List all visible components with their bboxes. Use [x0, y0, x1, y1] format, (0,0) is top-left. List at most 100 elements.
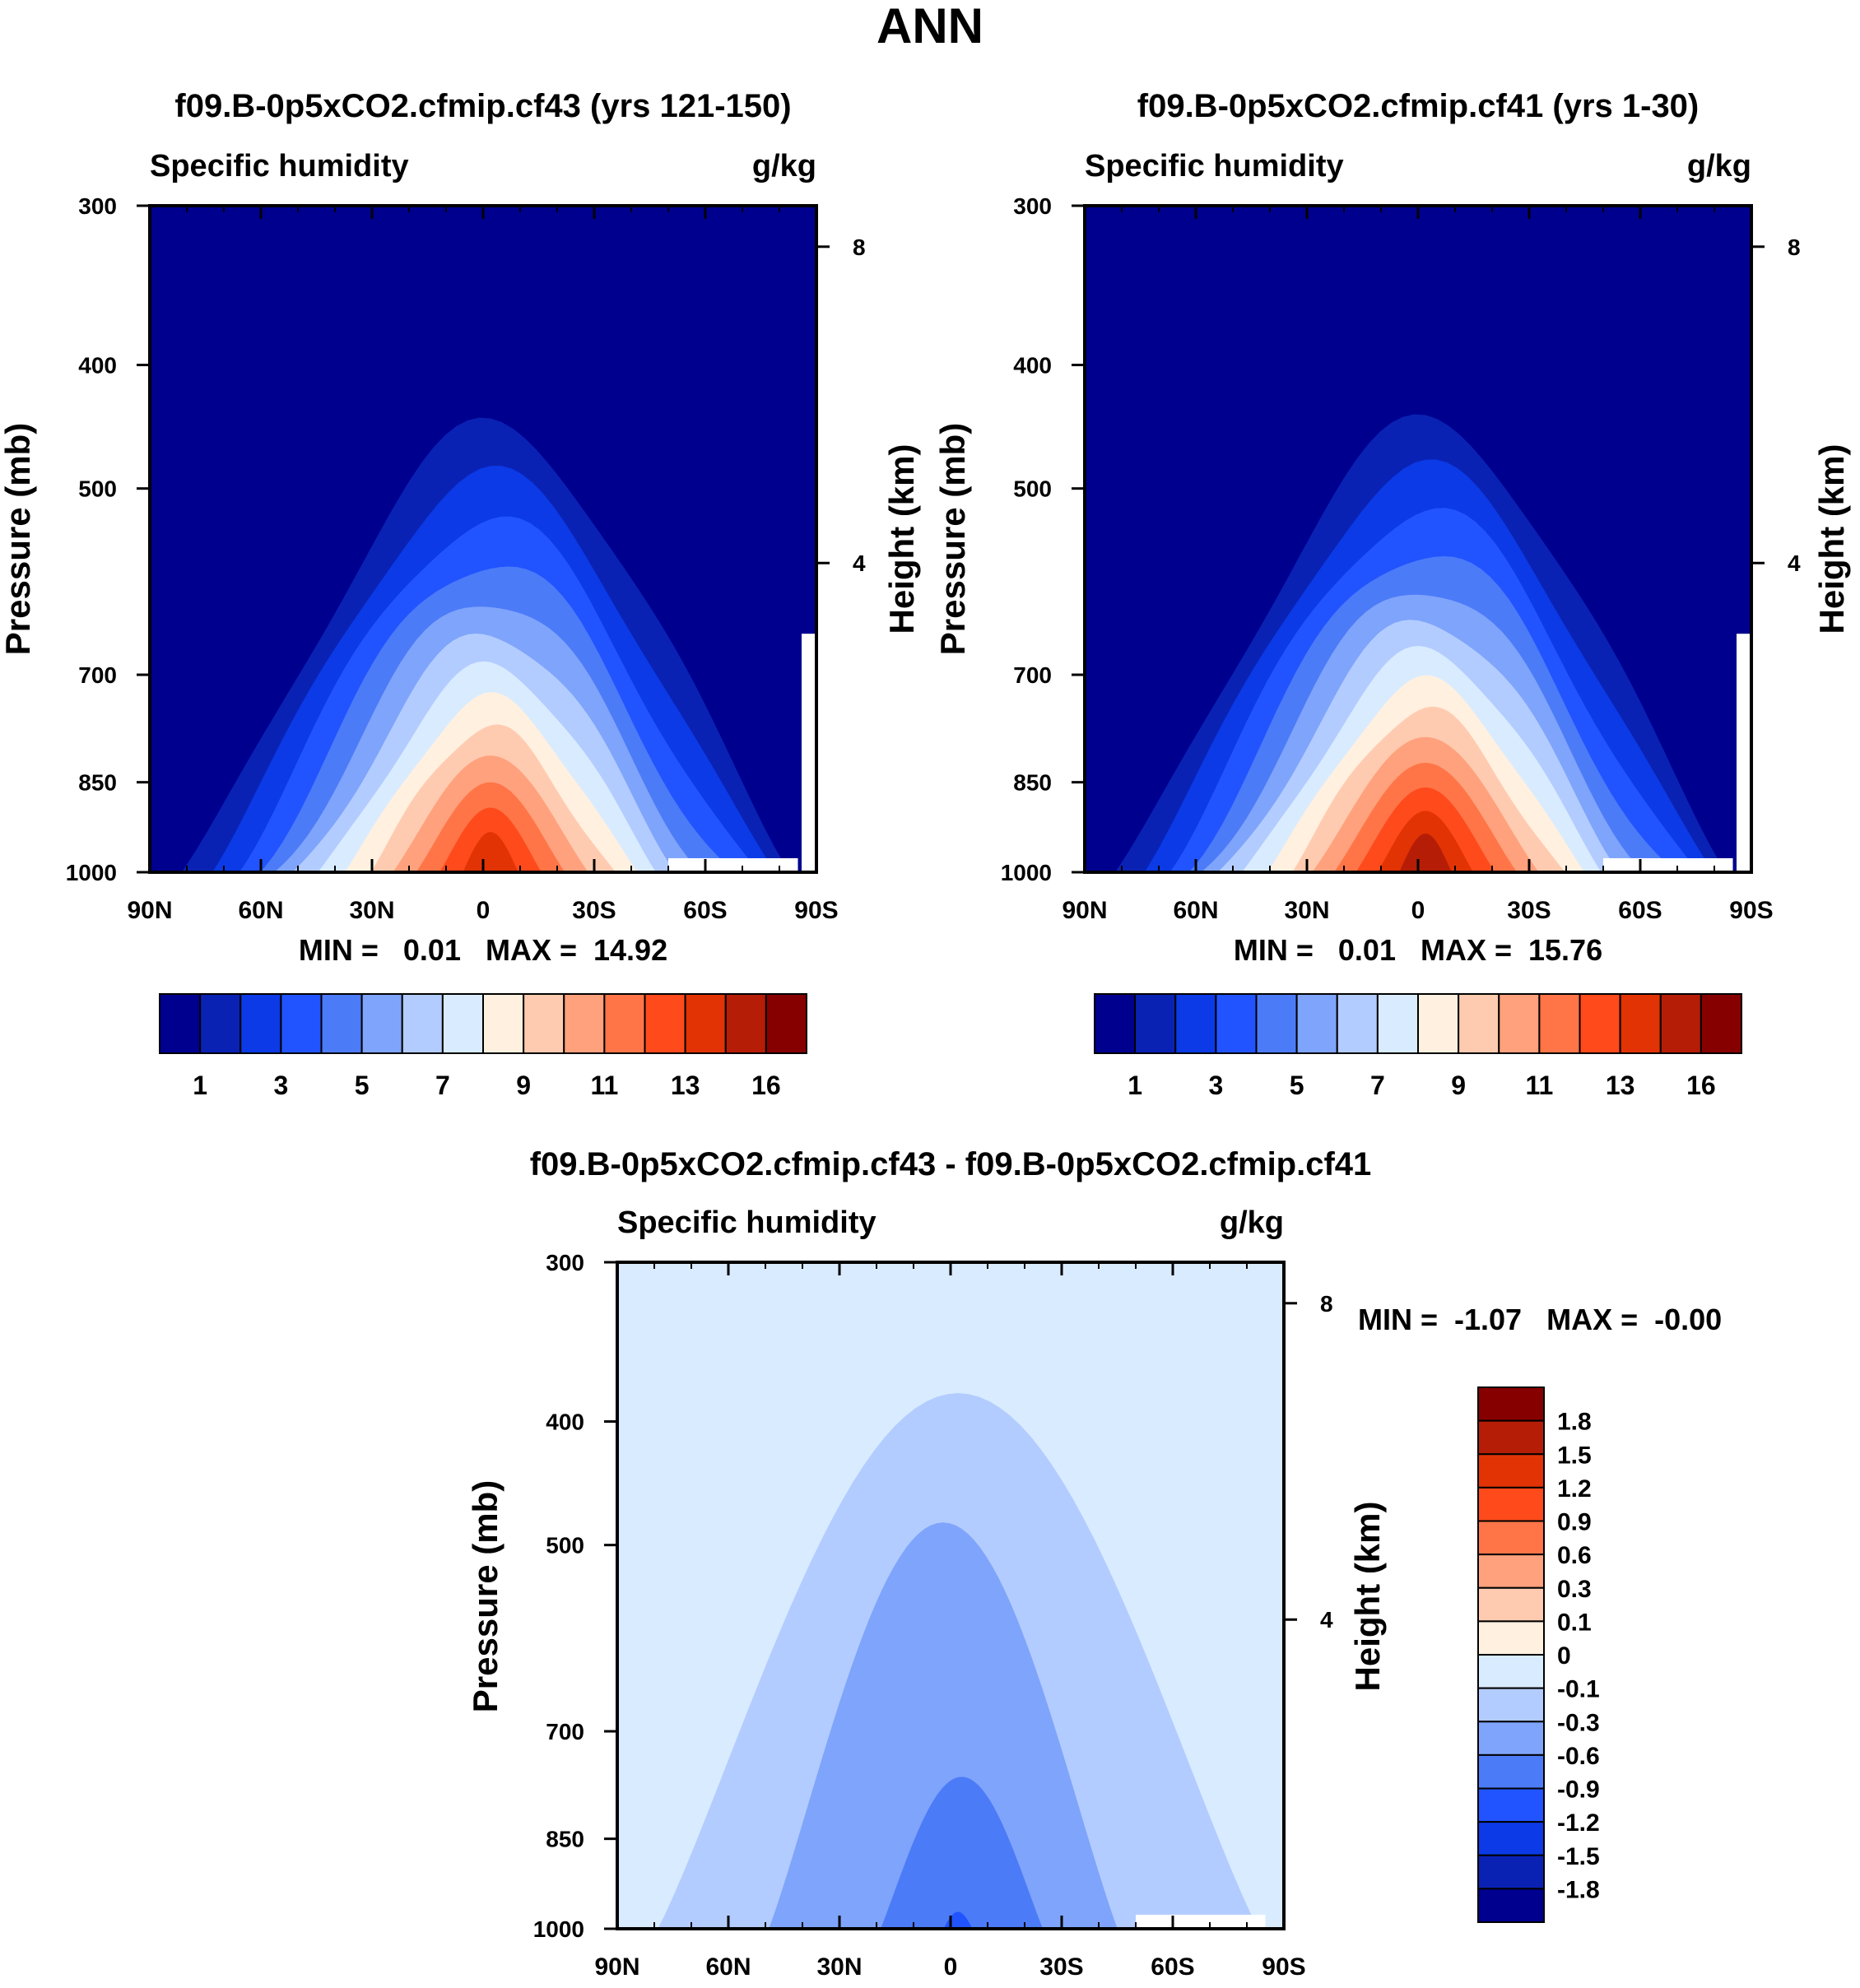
panel-title: f09.B-0p5xCO2.cfmip.cf41 (yrs 1-30) [1137, 88, 1700, 124]
colorbar-box [1094, 993, 1137, 1054]
colorbar-label: -0.9 [1557, 1777, 1600, 1804]
contour-fill-level-14 [1399, 834, 1452, 872]
left-string: Specific humidity [150, 149, 409, 183]
x-tick-label: 30S [1507, 897, 1551, 924]
colorbar-box [401, 993, 444, 1054]
axes: 90N 60N 30N 0 30S 60S 90S 300 400 500 700 850 1000 8 4 [66, 193, 866, 924]
y-tick-label: 500 [1013, 476, 1052, 502]
contour-field [617, 1262, 1284, 1929]
y2-tick-label: 8 [853, 235, 866, 260]
colorbar-label: 0.9 [1557, 1509, 1592, 1536]
panel-cf43: f09.B-0p5xCO2.cfmip.cf43 (yrs 121-150) S… [0, 88, 921, 1100]
y-tick-label: 700 [78, 662, 117, 688]
colorbar-box [1477, 1654, 1545, 1689]
colorbar-box [1215, 993, 1258, 1054]
x-tick-label: 0 [944, 1953, 958, 1981]
y-tick-label: 700 [546, 1719, 584, 1744]
colorbar-box [280, 993, 323, 1054]
y-tick-label: 1000 [533, 1916, 584, 1942]
y-tick-label: 1000 [1001, 860, 1052, 885]
colorbar-box [1477, 1419, 1545, 1456]
colorbar-box [1477, 1787, 1545, 1823]
x-tick-label: 60N [1173, 897, 1218, 924]
x-tick-label: 30S [1039, 1953, 1083, 1981]
colorbar-label: 7 [1370, 1071, 1385, 1100]
y2-tick-label: 8 [1788, 235, 1801, 260]
x-tick-label: 30N [1284, 897, 1329, 924]
colorbar-box [1477, 1620, 1545, 1656]
y2-axis-label: Height (km) [1812, 444, 1851, 634]
missing-data-mask [668, 857, 798, 872]
x-tick-label: 90N [127, 897, 172, 924]
colorbar-box [1477, 1721, 1545, 1756]
colorbar-box [1477, 1586, 1545, 1623]
main-title: ANN [877, 0, 983, 53]
units-label: g/kg [1687, 149, 1751, 183]
colorbar-box [1477, 1486, 1545, 1522]
colorbar-box [1477, 1386, 1545, 1422]
colorbar-label: -1.2 [1557, 1809, 1600, 1837]
missing-data-mask [1603, 857, 1733, 872]
contour-field [150, 206, 816, 872]
y2-axis-label: Height (km) [882, 444, 921, 634]
colorbar-box [320, 993, 363, 1054]
colorbar-box [1538, 993, 1581, 1054]
colorbar-box [199, 993, 242, 1054]
min-max-stats: MIN = 0.01 MAX = 15.76 [1234, 933, 1602, 967]
colorbar-box [1700, 993, 1742, 1054]
colorbar-label: 16 [751, 1071, 781, 1100]
colorbar-box [159, 993, 202, 1054]
min-max-stats: MIN = -1.07 MAX = -0.00 [1358, 1303, 1722, 1336]
colorbar-label: 0.3 [1557, 1576, 1592, 1603]
left-string: Specific humidity [617, 1205, 877, 1240]
x-tick-label: 90N [594, 1953, 639, 1981]
colorbar-box [1477, 1687, 1545, 1723]
colorbar-label: 1.5 [1557, 1442, 1592, 1469]
colorbar-label: 1 [193, 1071, 207, 1100]
colorbar-label: 3 [273, 1071, 288, 1100]
contour-fill-level-neg0.6 [769, 1522, 1118, 1929]
colorbar-box [1255, 993, 1298, 1054]
colorbar-box [603, 993, 646, 1054]
y-tick-label: 300 [1013, 193, 1052, 219]
colorbar-box [1477, 1453, 1545, 1489]
missing-data-mask [1136, 1914, 1266, 1929]
y-axis-label: Pressure (mb) [933, 423, 972, 655]
y-tick-label: 500 [546, 1533, 584, 1558]
y-tick-label: 700 [1013, 662, 1052, 688]
missing-data-mask [1737, 634, 1751, 872]
colorbar-box [1659, 993, 1702, 1054]
colorbar: 1 3 5 7 9 11 13 16 [159, 993, 807, 1100]
y2-tick-label: 4 [853, 550, 866, 576]
panel-cf41: f09.B-0p5xCO2.cfmip.cf41 (yrs 1-30) Spec… [933, 88, 1851, 1100]
x-tick-label: 60S [1151, 1953, 1194, 1981]
colorbar-label: -0.6 [1557, 1743, 1600, 1770]
axes: 90N 60N 30N 0 30S 60S 90S 300 400 500 700 850 1000 8 4 [1001, 193, 1801, 924]
colorbar-box [360, 993, 403, 1054]
units-label: g/kg [1220, 1205, 1284, 1240]
colorbar-box [1295, 993, 1338, 1054]
colorbar-box [1417, 993, 1460, 1054]
x-tick-label: 90S [794, 897, 838, 924]
panel-difference: f09.B-0p5xCO2.cfmip.cf43 - f09.B-0p5xCO2… [466, 1146, 1722, 1981]
colorbar-box [1477, 1753, 1545, 1790]
y-tick-label: 400 [1013, 353, 1052, 379]
colorbar-box [1134, 993, 1177, 1054]
colorbar-label: 7 [435, 1071, 450, 1100]
colorbar-label: 9 [1451, 1071, 1466, 1100]
y-tick-label: 300 [78, 193, 117, 219]
x-tick-label: 60N [238, 897, 283, 924]
colorbar-label: -0.1 [1557, 1676, 1600, 1703]
colorbar-box [1174, 993, 1217, 1054]
colorbar-label: 5 [355, 1071, 370, 1100]
colorbar-label: 0.1 [1557, 1609, 1592, 1636]
x-tick-label: 30N [349, 897, 394, 924]
y2-tick-label: 4 [1788, 550, 1801, 576]
colorbar-box [523, 993, 565, 1054]
colorbar-label: 1.2 [1557, 1475, 1592, 1503]
missing-data-mask [802, 634, 816, 872]
colorbar-label: 11 [1525, 1071, 1553, 1100]
colorbar: 1 3 5 7 9 11 13 16 [1094, 993, 1742, 1100]
colorbar-box [1336, 993, 1379, 1054]
contour-fill-level-neg0.9 [880, 1777, 1044, 1929]
